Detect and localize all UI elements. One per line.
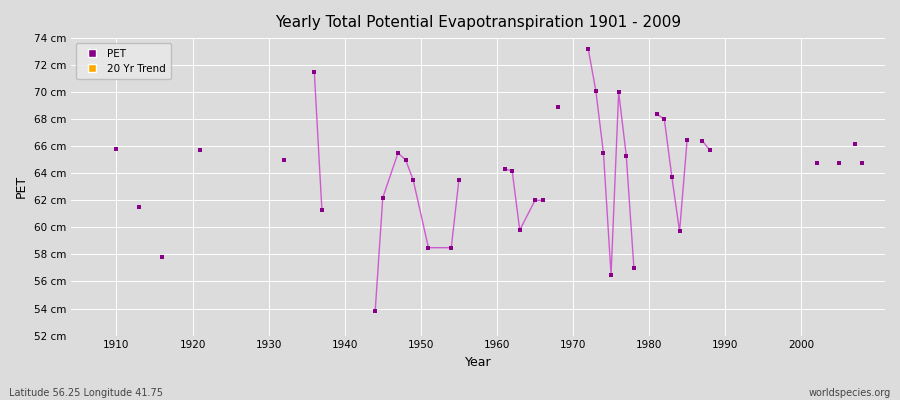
Point: [444, 244, 458, 251]
Point: [604, 272, 618, 278]
Point: [527, 197, 542, 204]
Point: [276, 157, 291, 163]
Point: [452, 177, 466, 183]
Point: [40, 92, 55, 98]
Point: [672, 228, 687, 235]
Point: [619, 152, 634, 159]
Text: Latitude 56.25 Longitude 41.75: Latitude 56.25 Longitude 41.75: [9, 388, 163, 398]
Point: [665, 174, 680, 180]
Legend: PET, 20 Yr Trend: PET, 20 Yr Trend: [76, 43, 171, 79]
Point: [391, 150, 405, 156]
Point: [193, 147, 207, 154]
Point: [581, 46, 596, 52]
Point: [551, 104, 565, 110]
Point: [56, 98, 70, 105]
Point: [498, 166, 512, 172]
Point: [703, 147, 717, 154]
Point: [832, 159, 847, 166]
Point: [848, 140, 862, 147]
Title: Yearly Total Potential Evapotranspiration 1901 - 2009: Yearly Total Potential Evapotranspiratio…: [274, 15, 681, 30]
Point: [368, 308, 382, 314]
Point: [611, 89, 625, 95]
Point: [406, 177, 420, 183]
Point: [132, 204, 147, 210]
Point: [680, 136, 695, 143]
Point: [626, 265, 641, 271]
Y-axis label: PET: PET: [15, 175, 28, 198]
Point: [589, 88, 603, 94]
Point: [375, 194, 390, 201]
Point: [315, 207, 329, 213]
Point: [307, 69, 321, 75]
Point: [536, 197, 550, 204]
Point: [695, 138, 709, 144]
Point: [505, 168, 519, 174]
Point: [657, 116, 671, 122]
Point: [650, 111, 664, 117]
Point: [421, 244, 436, 251]
Point: [109, 146, 123, 152]
Point: [155, 254, 169, 260]
Point: [399, 157, 413, 163]
Point: [809, 159, 824, 166]
Point: [597, 150, 611, 156]
Text: worldspecies.org: worldspecies.org: [809, 388, 891, 398]
Point: [855, 159, 869, 166]
Point: [512, 227, 526, 233]
X-axis label: Year: Year: [464, 356, 491, 369]
